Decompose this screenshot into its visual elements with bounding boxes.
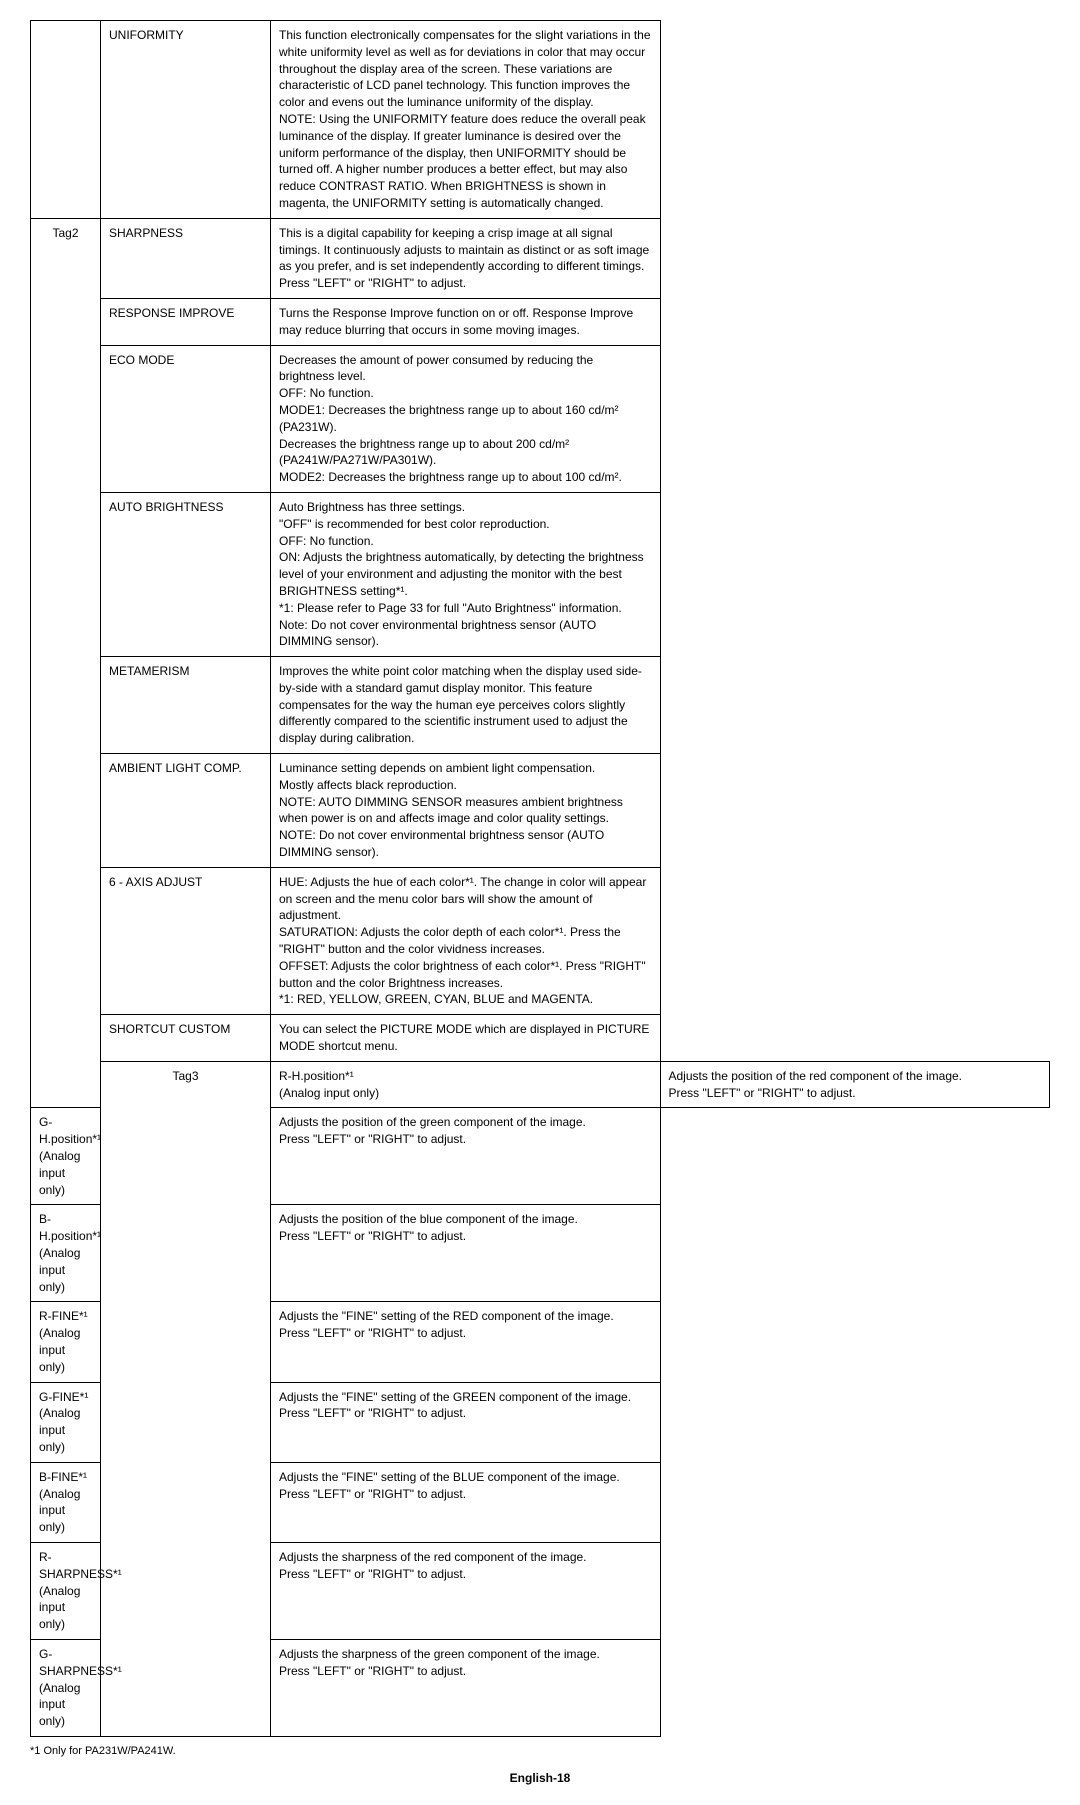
setting-name: B-FINE*¹ (Analog input only) <box>31 1462 101 1542</box>
table-row: AMBIENT LIGHT COMP.Luminance setting dep… <box>31 754 1050 868</box>
setting-name: B-H.position*¹ (Analog input only) <box>31 1205 101 1302</box>
setting-name: 6 - AXIS ADJUST <box>101 867 271 1014</box>
table-row: Tag2SHARPNESSThis is a digital capabilit… <box>31 218 1050 298</box>
table-row: SHORTCUT CUSTOMYou can select the PICTUR… <box>31 1015 1050 1062</box>
setting-description: HUE: Adjusts the hue of each color*¹. Th… <box>271 867 661 1014</box>
setting-description: This is a digital capability for keeping… <box>271 218 661 298</box>
setting-description: Adjusts the position of the green compon… <box>271 1108 661 1205</box>
setting-description: You can select the PICTURE MODE which ar… <box>271 1015 661 1062</box>
setting-description: Adjusts the "FINE" setting of the RED co… <box>271 1302 661 1382</box>
setting-name: METAMERISM <box>101 657 271 754</box>
setting-name: RESPONSE IMPROVE <box>101 298 271 345</box>
table-row: Tag3R-H.position*¹ (Analog input only)Ad… <box>31 1061 1050 1108</box>
setting-name: AMBIENT LIGHT COMP. <box>101 754 271 868</box>
setting-description: Decreases the amount of power consumed b… <box>271 345 661 492</box>
setting-name: AUTO BRIGHTNESS <box>101 492 271 656</box>
setting-name: R-SHARPNESS*¹ (Analog input only) <box>31 1542 101 1639</box>
table-row: RESPONSE IMPROVETurns the Response Impro… <box>31 298 1050 345</box>
table-row: ECO MODEDecreases the amount of power co… <box>31 345 1050 492</box>
setting-description: Turns the Response Improve function on o… <box>271 298 661 345</box>
tag-cell: Tag2 <box>31 218 101 1108</box>
setting-description: This function electronically compensates… <box>271 21 661 219</box>
setting-description: Adjusts the "FINE" setting of the BLUE c… <box>271 1462 661 1542</box>
setting-description: Adjusts the sharpness of the green compo… <box>271 1639 661 1736</box>
setting-name: SHARPNESS <box>101 218 271 298</box>
setting-description: Adjusts the position of the blue compone… <box>271 1205 661 1302</box>
setting-description: Auto Brightness has three settings. "OFF… <box>271 492 661 656</box>
setting-description: Adjusts the position of the red componen… <box>660 1061 1050 1108</box>
table-row: UNIFORMITYThis function electronically c… <box>31 21 1050 219</box>
setting-name: G-FINE*¹ (Analog input only) <box>31 1382 101 1462</box>
setting-description: Adjusts the sharpness of the red compone… <box>271 1542 661 1639</box>
setting-name: UNIFORMITY <box>101 21 271 219</box>
setting-description: Adjusts the "FINE" setting of the GREEN … <box>271 1382 661 1462</box>
tag-cell <box>31 21 101 219</box>
setting-name: G-H.position*¹ (Analog input only) <box>31 1108 101 1205</box>
setting-name: G-SHARPNESS*¹ (Analog input only) <box>31 1639 101 1736</box>
table-row: METAMERISMImproves the white point color… <box>31 657 1050 754</box>
setting-description: Luminance setting depends on ambient lig… <box>271 754 661 868</box>
footnote: *1 Only for PA231W/PA241W. <box>30 1745 1050 1757</box>
table-row: 6 - AXIS ADJUSTHUE: Adjusts the hue of e… <box>31 867 1050 1014</box>
settings-table: UNIFORMITYThis function electronically c… <box>30 20 1050 1737</box>
page-footer: English-18 <box>30 1771 1050 1785</box>
setting-name: R-FINE*¹ (Analog input only) <box>31 1302 101 1382</box>
setting-name: SHORTCUT CUSTOM <box>101 1015 271 1062</box>
setting-name: R-H.position*¹ (Analog input only) <box>271 1061 661 1108</box>
table-row: AUTO BRIGHTNESSAuto Brightness has three… <box>31 492 1050 656</box>
setting-name: ECO MODE <box>101 345 271 492</box>
tag-cell: Tag3 <box>101 1061 271 1736</box>
setting-description: Improves the white point color matching … <box>271 657 661 754</box>
